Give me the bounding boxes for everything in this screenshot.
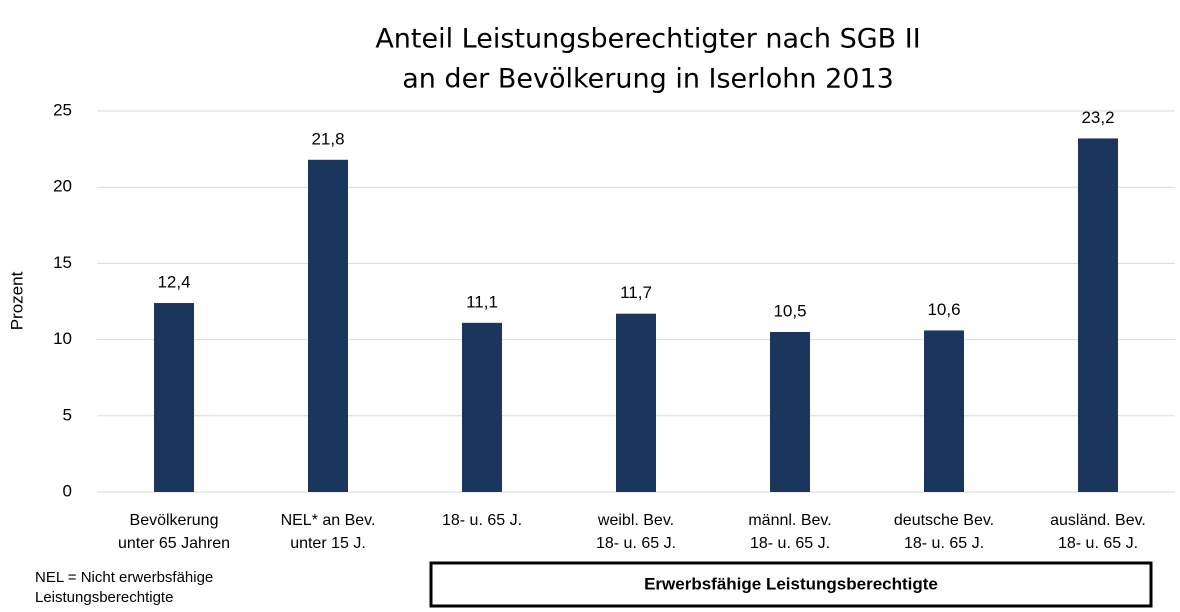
x-tick-label: ausländ. Bev. bbox=[1050, 512, 1146, 529]
x-tick-label: 18- u. 65 J. bbox=[442, 512, 522, 529]
x-tick-label: unter 65 Jahren bbox=[118, 535, 230, 552]
y-tick-label: 25 bbox=[53, 100, 72, 119]
value-label: 23,2 bbox=[1081, 108, 1114, 127]
bar bbox=[616, 313, 656, 492]
footnote: Leistungsberechtigte bbox=[35, 589, 173, 606]
x-tick-label: 18- u. 65 J. bbox=[750, 535, 830, 552]
value-label: 21,8 bbox=[311, 129, 344, 148]
y-axis-label: Prozent bbox=[7, 271, 26, 330]
y-tick-label: 10 bbox=[53, 329, 72, 348]
value-label: 10,5 bbox=[773, 301, 806, 320]
x-tick-label: Bevölkerung bbox=[130, 512, 219, 529]
bar bbox=[770, 331, 810, 492]
x-tick-label: 18- u. 65 J. bbox=[904, 535, 984, 552]
x-tick-label: männl. Bev. bbox=[748, 512, 831, 529]
x-tick-label: deutsche Bev. bbox=[894, 512, 994, 529]
bar bbox=[308, 159, 348, 492]
annotation: Erwerbsfähige Leistungsberechtigte bbox=[644, 574, 938, 593]
y-tick-label: 5 bbox=[63, 405, 72, 424]
annotation-box bbox=[429, 561, 1153, 608]
chart-title: Anteil Leistungsberechtigter nach SGB II bbox=[375, 24, 920, 55]
bar bbox=[462, 322, 502, 492]
bar bbox=[1078, 138, 1118, 492]
x-tick-label: weibl. Bev. bbox=[597, 512, 674, 529]
bar bbox=[154, 303, 194, 492]
value-label: 11,7 bbox=[620, 283, 652, 302]
value-label: 10,6 bbox=[927, 300, 960, 319]
value-label: 11,1 bbox=[466, 292, 498, 311]
chart-title: an der Bevölkerung in Iserlohn 2013 bbox=[402, 64, 894, 95]
y-tick-label: 0 bbox=[63, 481, 72, 500]
x-tick-label: unter 15 J. bbox=[290, 535, 366, 552]
value-label: 12,4 bbox=[157, 273, 190, 292]
footnote: NEL = Nicht erwerbsfähige bbox=[35, 569, 213, 586]
bar bbox=[924, 330, 964, 492]
x-tick-label: 18- u. 65 J. bbox=[1058, 535, 1138, 552]
x-tick-label: 18- u. 65 J. bbox=[596, 535, 676, 552]
x-tick-label: NEL* an Bev. bbox=[281, 512, 376, 529]
y-tick-label: 15 bbox=[53, 253, 72, 272]
y-tick-label: 20 bbox=[53, 177, 72, 196]
